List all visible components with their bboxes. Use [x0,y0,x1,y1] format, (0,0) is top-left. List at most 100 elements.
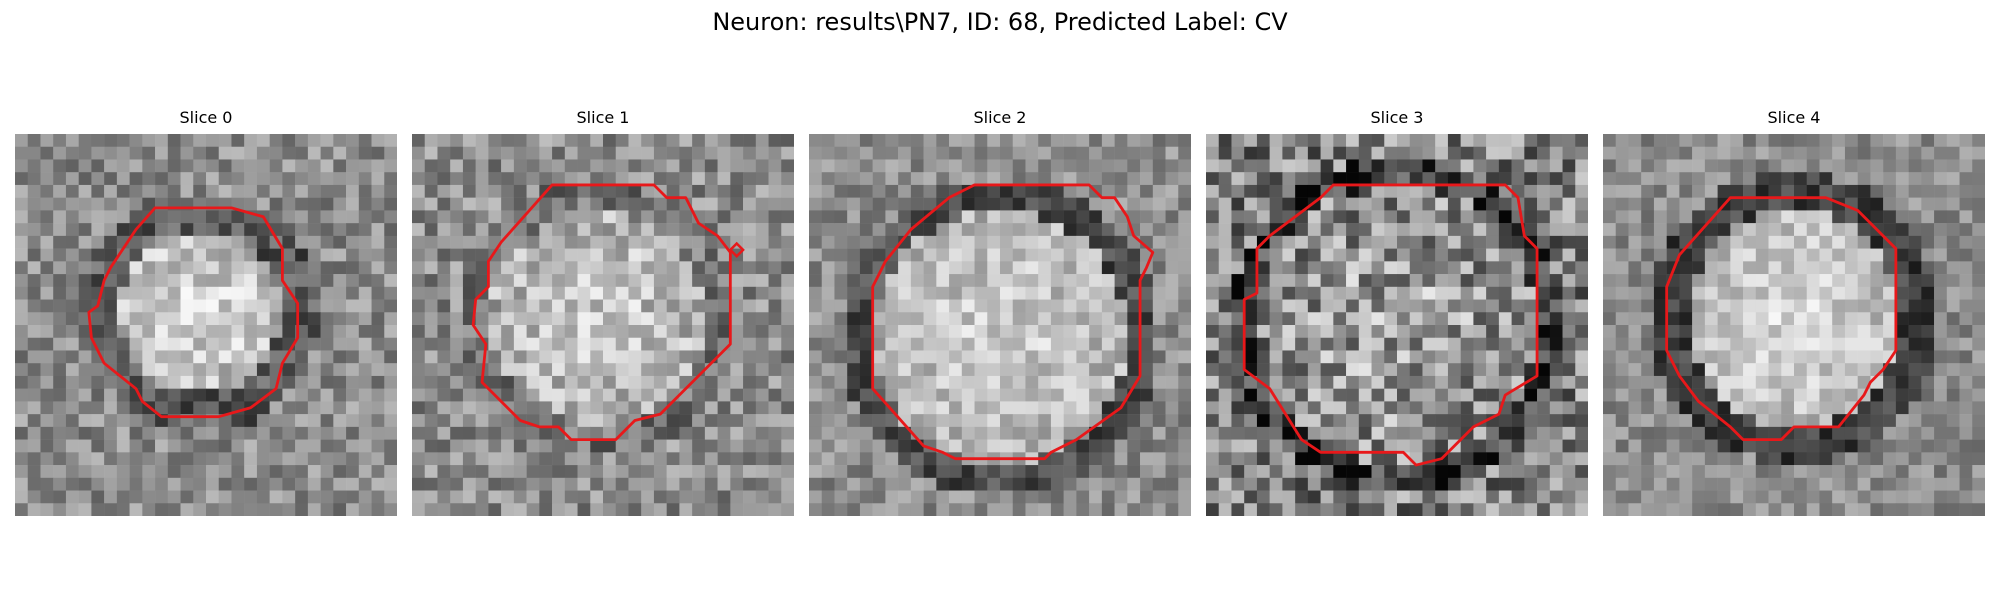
image-pixel [1256,312,1270,326]
image-pixel [358,401,372,415]
image-pixel [1140,490,1154,504]
image-pixel [552,261,566,275]
image-pixel [1295,286,1309,300]
image-pixel [384,261,397,275]
image-pixel [628,210,642,224]
image-pixel [1562,235,1576,249]
image-pixel [1549,477,1563,491]
image-pixel [256,261,270,275]
image-pixel [244,414,258,428]
image-pixel [1165,350,1179,364]
image-pixel [167,325,181,338]
image-pixel [1819,210,1833,224]
image-pixel [1486,337,1500,351]
image-pixel [244,439,258,453]
image-pixel [1435,337,1449,351]
image-pixel [1895,197,1909,211]
image-pixel [1206,274,1219,288]
image-pixel [1628,223,1642,237]
image-pixel [1921,490,1935,504]
image-pixel [1038,325,1052,338]
image-pixel [424,452,438,466]
image-pixel [847,299,861,313]
image-pixel [129,210,143,224]
image-pixel [910,274,924,288]
image-pixel [1089,274,1103,288]
image-pixel [1857,414,1871,428]
image-pixel [603,363,616,377]
image-pixel [437,286,451,300]
image-pixel [1819,350,1833,364]
image-pixel [910,312,924,326]
image-pixel [91,452,105,466]
image-pixel [987,261,1001,275]
image-pixel [704,197,718,211]
image-pixel [1140,159,1154,173]
image-pixel [923,248,937,262]
image-pixel [501,159,515,173]
image-pixel [1870,299,1884,313]
image-pixel [949,159,963,173]
image-pixel [539,312,553,326]
image-pixel [1076,261,1090,275]
image-pixel [1806,375,1820,389]
image-pixel [526,375,540,389]
image-pixel [450,184,464,198]
image-pixel [1089,503,1103,516]
image-pixel [641,337,655,351]
image-pixel [15,184,28,198]
image-pixel [1768,503,1782,516]
image-pixel [1307,274,1321,288]
image-pixel [1333,184,1347,198]
image-pixel [834,452,848,466]
image-pixel [1844,452,1858,466]
image-pixel [1178,172,1191,186]
image-pixel [1165,490,1179,504]
image-pixel [590,350,604,364]
image-pixel [180,159,194,173]
image-pixel [1524,248,1538,262]
image-pixel [1524,134,1538,147]
image-pixel [1409,248,1423,262]
image-pixel [615,312,629,326]
image-pixel [193,325,207,338]
image-pixel [1422,503,1436,516]
image-pixel [155,248,169,262]
image-pixel [1641,223,1655,237]
image-pixel [1307,401,1321,415]
image-pixel [1755,503,1769,516]
image-pixel [1794,235,1807,249]
image-pixel [1269,490,1283,504]
image-pixel [1358,452,1372,466]
image-pixel [104,375,118,389]
image-pixel [1628,146,1642,160]
image-pixel [1358,172,1372,186]
image-pixel [1384,261,1398,275]
image-pixel [1397,184,1410,198]
image-pixel [193,261,207,275]
image-pixel [1358,325,1372,338]
image-pixel [155,452,169,466]
image-pixel [847,159,861,173]
image-pixel [1575,465,1588,479]
image-pixel [1946,184,1960,198]
image-pixel [1206,146,1219,160]
image-pixel [1524,477,1538,491]
image-pixel [1755,325,1769,338]
image-pixel [1063,325,1077,338]
image-pixel [333,414,347,428]
segmentation-contour [471,183,732,442]
image-pixel [1549,312,1563,326]
image-pixel [15,503,28,516]
image-pixel [847,337,861,351]
image-pixel [974,299,988,313]
image-pixel [1422,159,1436,173]
image-pixel [142,325,156,338]
image-pixel [1089,363,1103,377]
image-pixel [552,299,566,313]
image-pixel [1397,414,1410,428]
image-pixel [1127,477,1141,491]
image-pixel [1218,261,1232,275]
image-pixel [1076,439,1090,453]
image-pixel [116,490,130,504]
